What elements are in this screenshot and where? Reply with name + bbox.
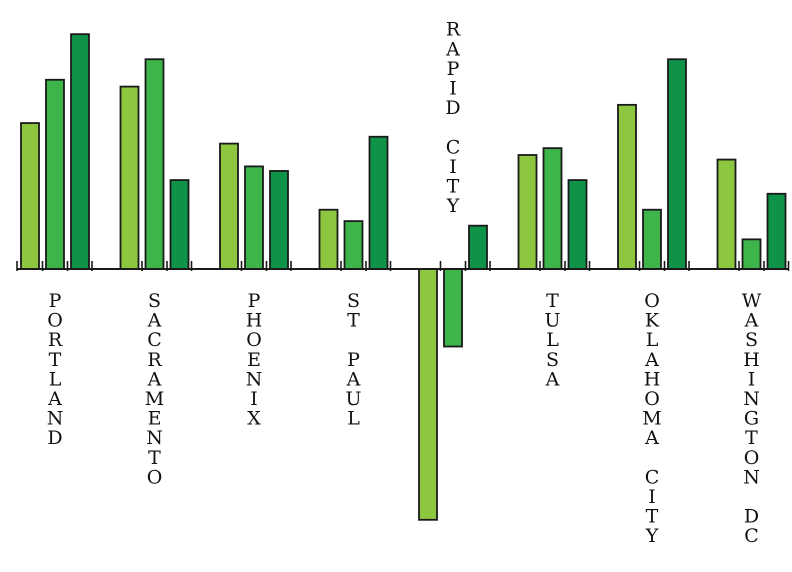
bar-phoenix-2 (244, 165, 264, 270)
bar-rapid-city-1 (418, 268, 438, 521)
bar-washington-dc-3 (766, 192, 787, 270)
bar-rapid-city-3 (468, 224, 488, 270)
bar-oklahoma-city-2 (642, 208, 662, 270)
bar-tulsa-3 (567, 179, 588, 270)
bar-washington-dc-1 (716, 158, 737, 270)
bar-portland-1 (20, 122, 40, 270)
bar-washington-dc-2 (741, 238, 762, 270)
bar-portland-3 (70, 33, 90, 270)
bar-st-paul-2 (343, 220, 364, 270)
x-axis (16, 261, 790, 271)
bar-tulsa-2 (542, 147, 563, 270)
bar-tulsa-1 (517, 154, 538, 270)
bar-sacramento-3 (169, 179, 190, 270)
bar-st-paul-3 (368, 135, 389, 270)
bar-st-paul-1 (318, 208, 339, 270)
bar-portland-2 (45, 78, 65, 270)
bar-sacramento-1 (119, 85, 140, 270)
bar-oklahoma-city-1 (617, 103, 637, 270)
bars-group (20, 33, 787, 521)
bar-phoenix-3 (269, 170, 289, 270)
bar-oklahoma-city-3 (667, 58, 687, 270)
bar-sacramento-2 (144, 58, 165, 270)
bar-rapid-city-2 (443, 268, 463, 348)
bar-phoenix-1 (219, 142, 239, 270)
